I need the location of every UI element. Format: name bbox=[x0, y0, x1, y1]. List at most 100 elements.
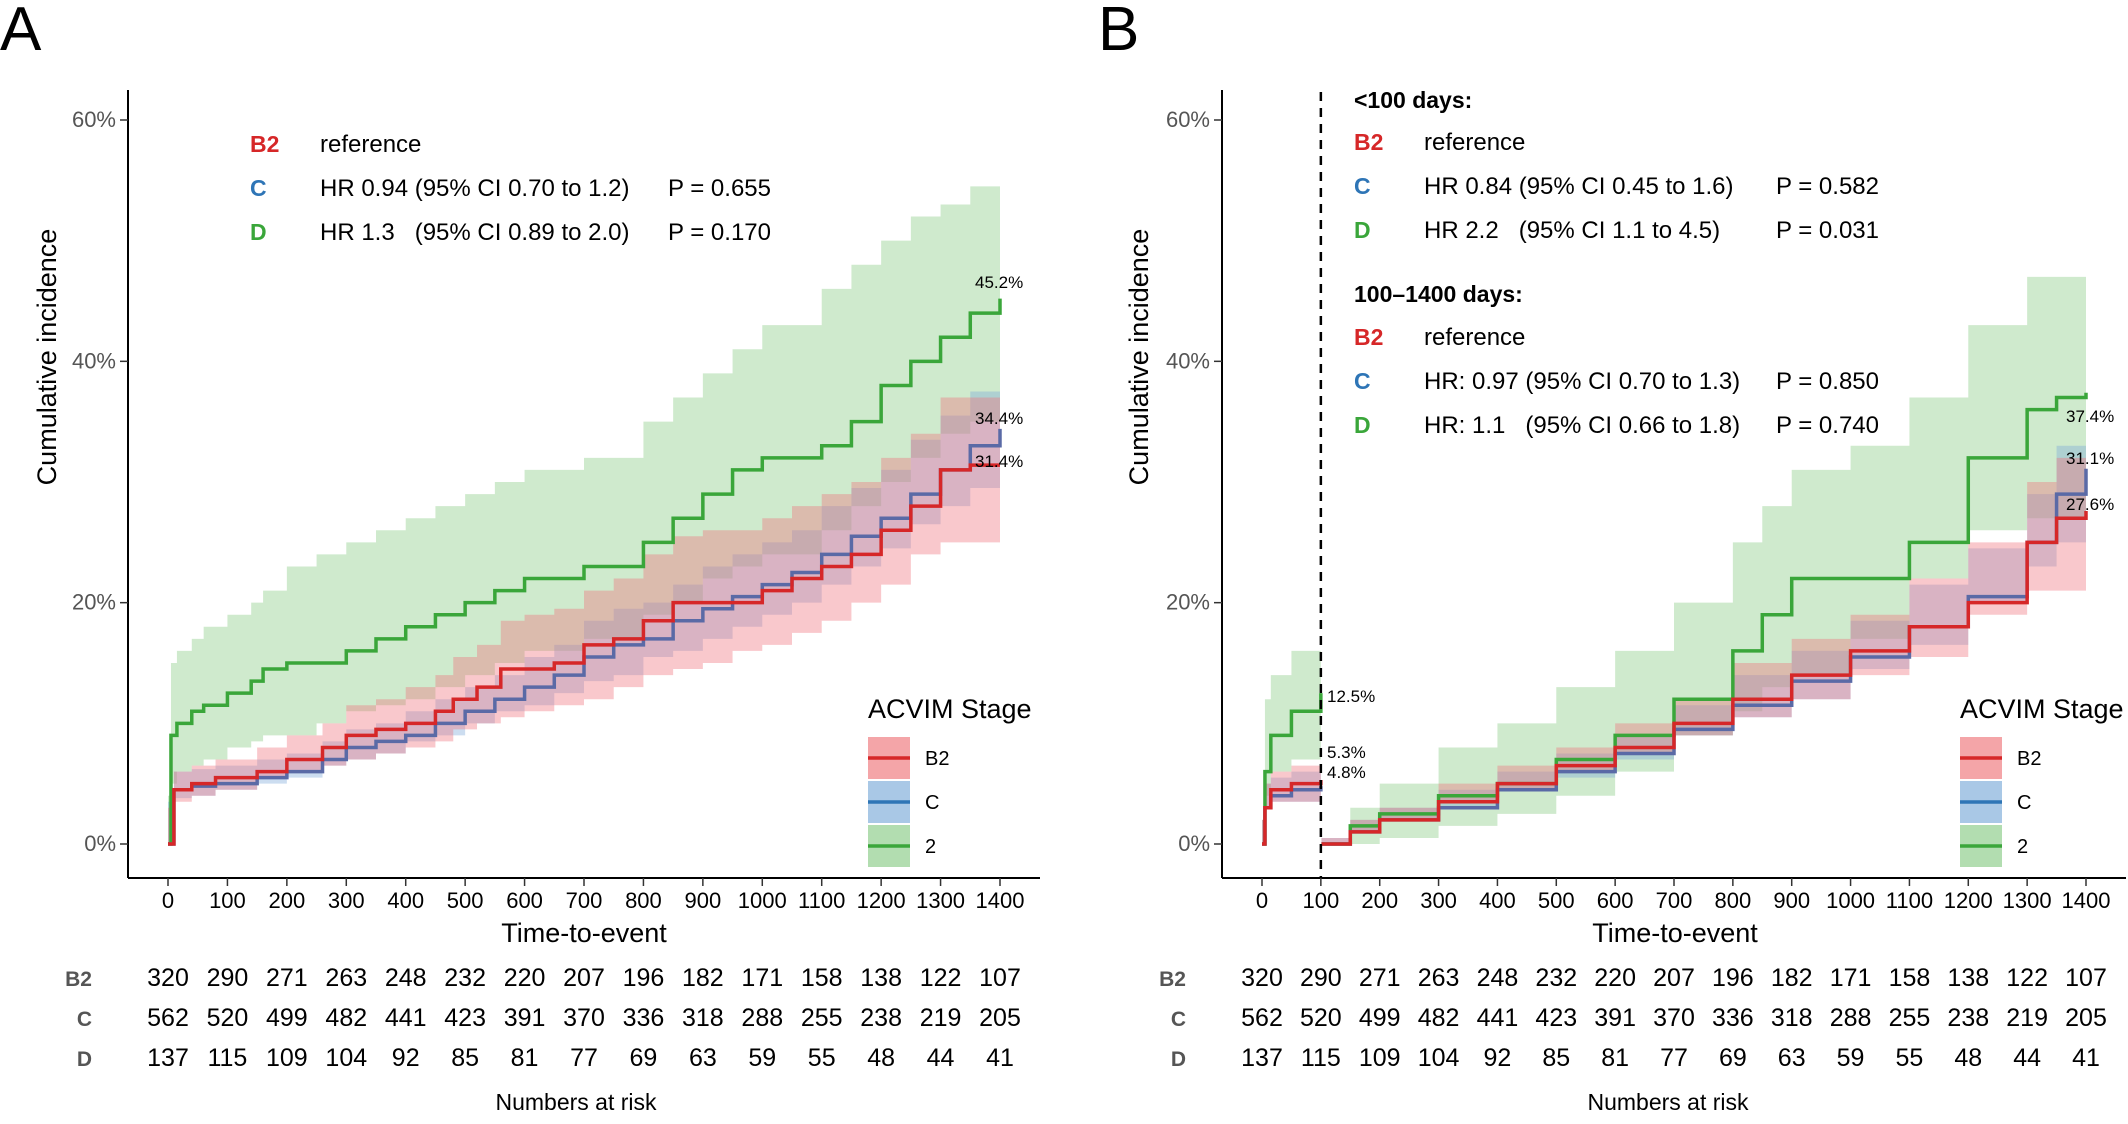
panel-b-legend-label-b2: B2 bbox=[2017, 748, 2041, 770]
panel-b-x-tick-label: 500 bbox=[1538, 888, 1575, 913]
panel-b-x-tick-label: 800 bbox=[1714, 888, 1751, 913]
panel-a-legend: ACVIM Stage B2 C 2 bbox=[868, 694, 1032, 867]
panel-b-risk-count: 520 bbox=[1300, 1004, 1342, 1032]
panel-a-risk-count: 158 bbox=[801, 964, 843, 992]
panel-a-y-tick-label: 20% bbox=[72, 590, 116, 615]
panel-a-x-tick-label: 1200 bbox=[857, 888, 906, 913]
panel-b-risk-count: 138 bbox=[1947, 964, 1989, 992]
panel-b-early-label-d: 12.5% bbox=[1327, 687, 1375, 706]
panel-b-x-tick-label: 100 bbox=[1302, 888, 1339, 913]
panel-a-ann-stage-b2: B2 bbox=[250, 131, 279, 157]
panel-a-risk-count: 336 bbox=[623, 1004, 665, 1032]
panel-a-risk-count: 220 bbox=[504, 964, 546, 992]
panel-a-ci-band-d bbox=[168, 186, 1000, 844]
panel-a-legend-label-c: C bbox=[925, 792, 939, 814]
panel-a-ann-p-c: P = 0.655 bbox=[668, 175, 771, 202]
panel-b-risk-count: 171 bbox=[1830, 964, 1872, 992]
panel-a-series-line-b2 bbox=[168, 463, 1000, 846]
panel-b-risk-count: 562 bbox=[1241, 1004, 1283, 1032]
panel-a-risk-stage-d: D bbox=[77, 1048, 92, 1071]
panel-b-risk-stage-c: C bbox=[1171, 1008, 1186, 1031]
panel-a-risk-count: 248 bbox=[385, 964, 427, 992]
panel-b-section1-title: <100 days: bbox=[1354, 87, 1472, 113]
panel-b-risk-count: 232 bbox=[1535, 964, 1577, 992]
panel-b-risk-table: B2 320 290 271 263 248 232 220 207 196 182 171 158 13… bbox=[1159, 964, 2107, 1072]
panel-a-risk-count: 318 bbox=[682, 1004, 724, 1032]
panel-a-y-tick-label: 40% bbox=[72, 348, 116, 373]
panel-a-risk-count: 122 bbox=[920, 964, 962, 992]
panel-a-x-tick-label: 400 bbox=[387, 888, 424, 913]
panel-a-risk-count: 238 bbox=[860, 1004, 902, 1032]
panel-a-x-tick-label: 0 bbox=[162, 888, 174, 913]
panel-b-risk-count: 182 bbox=[1771, 964, 1813, 992]
panel-b-s2-stage-d: D bbox=[1354, 412, 1371, 438]
panel-b-risk-count: 115 bbox=[1301, 1044, 1341, 1072]
panel-b-ci-band-b2 bbox=[1321, 457, 2086, 844]
panel-a-end-label-d: 45.2% bbox=[975, 273, 1023, 292]
panel-a-x-tick-label: 100 bbox=[209, 888, 246, 913]
panel-b-risk-count: 205 bbox=[2065, 1004, 2107, 1032]
panel-b-risk-count: 207 bbox=[1653, 964, 1695, 992]
panel-b-s1-text-d: HR 2.2 (95% CI 1.1 to 4.5) bbox=[1424, 217, 1720, 244]
panel-b-x-tick-label: 400 bbox=[1479, 888, 1516, 913]
panel-a-risk-count: 290 bbox=[207, 964, 249, 992]
panel-b-section2-title: 100–1400 days: bbox=[1354, 281, 1523, 307]
panel-a-risk-count: 196 bbox=[623, 964, 665, 992]
panel-a-series-line-c bbox=[168, 428, 1002, 846]
panel-b-risk-count: 137 bbox=[1241, 1044, 1283, 1072]
panel-b-risk-count: 55 bbox=[1896, 1044, 1924, 1072]
panel-a-risk-count: 109 bbox=[266, 1044, 308, 1072]
panel-b-legend-title: ACVIM Stage bbox=[1960, 694, 2124, 724]
panel-b-s1-text-b2: reference bbox=[1424, 129, 1525, 156]
panel-b-risk-count: 92 bbox=[1484, 1044, 1512, 1072]
panel-a-risk-count: 207 bbox=[563, 964, 605, 992]
panel-b-s2-stage-b2: B2 bbox=[1354, 324, 1383, 350]
panel-b-x-axis-title: Time-to-event bbox=[1592, 918, 1758, 948]
panel-b-s2-text-b2: reference bbox=[1424, 324, 1525, 351]
panel-b-risk-count: 41 bbox=[2072, 1044, 2100, 1072]
panel-b-legend-label-c: C bbox=[2017, 792, 2031, 814]
panel-b-letter: B bbox=[1098, 0, 1139, 64]
panel-b-risk-count: 59 bbox=[1837, 1044, 1865, 1072]
panel-b-end-label-c: 31.1% bbox=[2066, 449, 2114, 468]
panel-a-x-tick-label: 1100 bbox=[798, 888, 845, 913]
panel-a-risk-count: 77 bbox=[570, 1044, 598, 1072]
panel-a-x-tick-label: 600 bbox=[506, 888, 543, 913]
panel-b-risk-count: 336 bbox=[1712, 1004, 1754, 1032]
panel-a-risk-count: 232 bbox=[444, 964, 486, 992]
panel-a-x-tick-label: 200 bbox=[268, 888, 305, 913]
panel-b-risk-count: 423 bbox=[1535, 1004, 1577, 1032]
panel-b-x-tick-label: 1200 bbox=[1944, 888, 1993, 913]
panel-b-x-tick-label: 1300 bbox=[2003, 888, 2052, 913]
panel-a-risk-count: 423 bbox=[444, 1004, 486, 1032]
panel-a-risk-count: 205 bbox=[979, 1004, 1021, 1032]
panel-a-end-label-b2: 31.4% bbox=[975, 452, 1023, 471]
panel-a-ann-stage-d: D bbox=[250, 219, 267, 245]
panel-a-risk-count: 41 bbox=[986, 1044, 1014, 1072]
panel-a-risk-count: 69 bbox=[630, 1044, 658, 1072]
panel-a-risk-title: Numbers at risk bbox=[495, 1089, 657, 1115]
panel-b-end-label-d: 37.4% bbox=[2066, 407, 2114, 426]
panel-a-risk-count: 219 bbox=[920, 1004, 962, 1032]
panel-b-x-tick-label: 200 bbox=[1361, 888, 1398, 913]
panel-b-risk-count: 288 bbox=[1830, 1004, 1872, 1032]
panel-a-risk-count: 391 bbox=[504, 1004, 546, 1032]
panel-b-ci-band-d bbox=[1262, 638, 1321, 844]
panel-b-s1-p-c: P = 0.582 bbox=[1776, 173, 1879, 200]
panel-a-risk-count: 48 bbox=[867, 1044, 895, 1072]
panel-a-risk-count: 137 bbox=[147, 1044, 189, 1072]
panel-b-y-axis-title: Cumulative incidence bbox=[1124, 229, 1154, 486]
panel-b-early-label-b2: 5.3% bbox=[1327, 743, 1366, 762]
panel-b-risk-count: 391 bbox=[1594, 1004, 1636, 1032]
panel-b-x-tick-label: 1400 bbox=[2062, 888, 2111, 913]
panel-a-risk-stage-c: C bbox=[77, 1008, 92, 1031]
panel-b-x-tick-label: 900 bbox=[1773, 888, 1810, 913]
panel-a-risk-count: 255 bbox=[801, 1004, 843, 1032]
panel-a-ann-text-b2: reference bbox=[320, 131, 421, 158]
panel-b: B Cumulative incidence 0% 20% 40% 60% 0 100 20… bbox=[1098, 0, 2126, 1115]
panel-a-end-label-c: 34.4% bbox=[975, 409, 1023, 428]
panel-a-risk-count: 499 bbox=[266, 1004, 308, 1032]
panel-b-risk-count: 499 bbox=[1359, 1004, 1401, 1032]
panel-b-risk-count: 248 bbox=[1477, 964, 1519, 992]
panel-b-risk-stage-d: D bbox=[1171, 1048, 1186, 1071]
